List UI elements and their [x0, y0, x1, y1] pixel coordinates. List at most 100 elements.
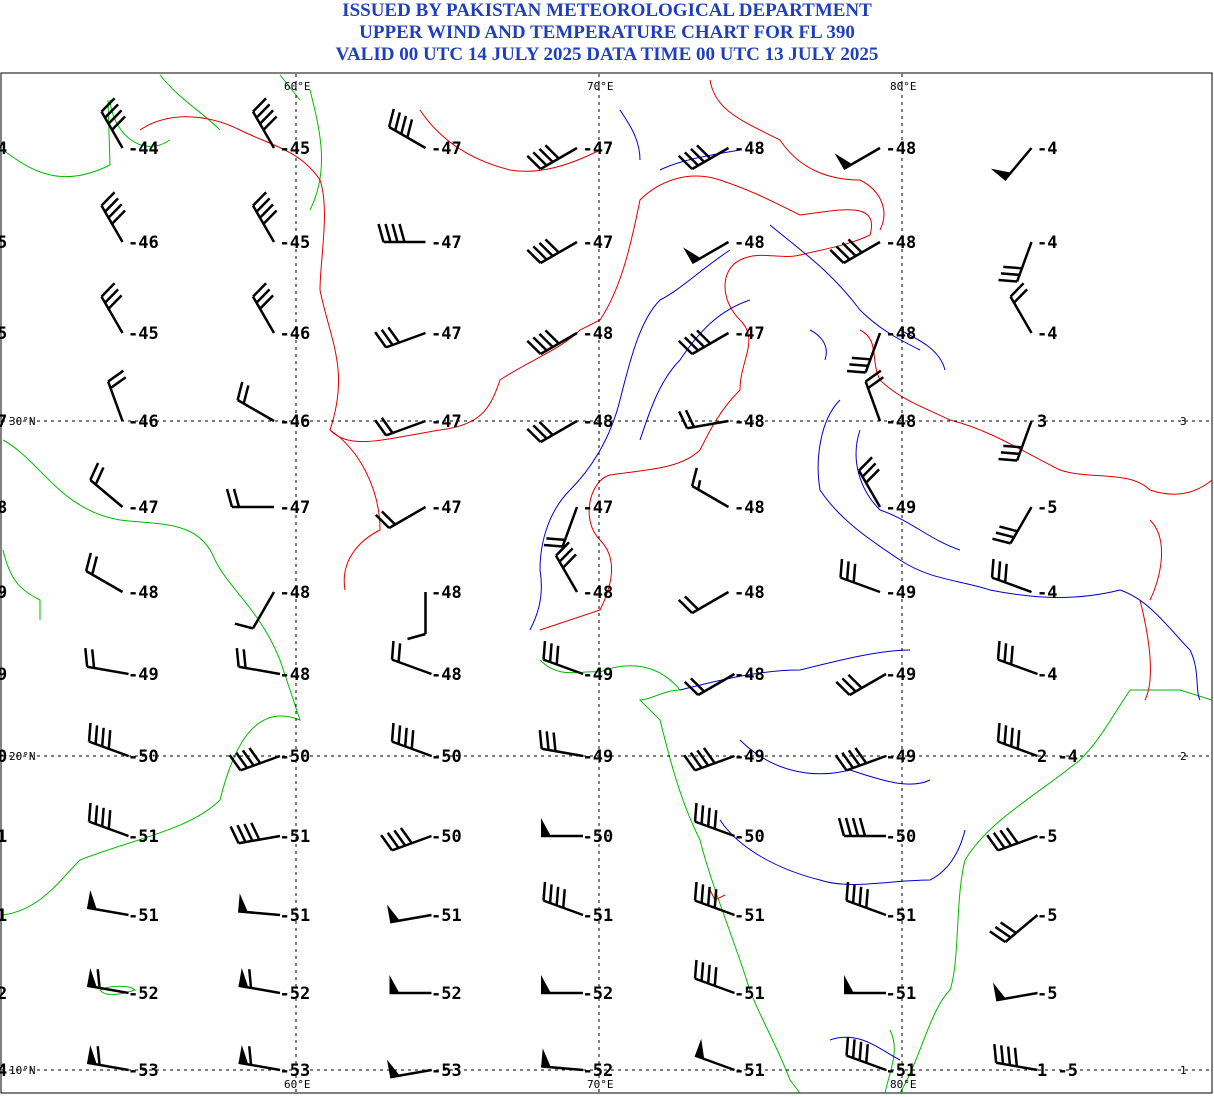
- temperature-label: -51: [734, 1061, 765, 1081]
- temperature-label: -5: [1037, 827, 1057, 847]
- lat-label: 10°N: [9, 1064, 36, 1077]
- temperature-label: -51: [128, 906, 159, 926]
- wind-barb-icon: [106, 369, 127, 422]
- temperature-label: -48: [886, 324, 917, 344]
- temperature-label: -47: [280, 498, 311, 518]
- lat-label-right: 2: [1180, 750, 1187, 763]
- temperature-label: -49: [886, 583, 917, 603]
- station-plot: -50: [280, 722, 432, 767]
- wind-barb-icon: [526, 419, 578, 444]
- temperature-label: -4: [1037, 665, 1057, 685]
- temperature-label: -54: [0, 1061, 7, 1081]
- temperature-label: -44: [128, 139, 159, 159]
- temperature-label: -4: [1037, 324, 1057, 344]
- wind-barb-icon: [87, 802, 129, 838]
- temperature-label: -50: [583, 827, 614, 847]
- wind-barb-icon: [846, 332, 882, 374]
- temperature-label: -47: [431, 324, 462, 344]
- wind-barb-icon: [238, 893, 281, 917]
- station-plot: -45: [0, 191, 126, 253]
- station-plot: -4: [1037, 233, 1057, 253]
- station-plot: -51: [280, 904, 432, 926]
- wind-barb-icon: [844, 975, 886, 995]
- temperature-label: -51: [0, 906, 7, 926]
- station-plot: 2 -4: [1037, 747, 1078, 767]
- chart-header: ISSUED BY PAKISTAN METEOROLOGICAL DEPART…: [0, 0, 1214, 66]
- station-plot: -51: [280, 827, 432, 852]
- station-plot: -48: [734, 456, 882, 518]
- temperature-label: -4: [1037, 139, 1057, 159]
- temperature-label: -48: [734, 412, 765, 432]
- station-plot: -47: [128, 488, 274, 518]
- station-plot: -51: [0, 802, 129, 847]
- wind-barb-icon: [236, 381, 275, 423]
- temperature-label: -51: [280, 906, 311, 926]
- wind-barb-icon: [238, 1044, 281, 1072]
- lat-label-right: 1: [1180, 1064, 1187, 1077]
- wind-barb-icon: [387, 108, 427, 150]
- temperature-label: -51: [583, 906, 614, 926]
- station-plot: -51: [0, 889, 129, 926]
- temperature-label: -49: [583, 665, 614, 685]
- station-plot: -53: [280, 1059, 432, 1081]
- station-plot: -49: [128, 647, 281, 685]
- wind-barb-icon: [407, 592, 427, 641]
- station-plot: -4: [1037, 665, 1057, 685]
- wind-barb-icon: [864, 369, 884, 422]
- wind-barb-icon: [683, 672, 736, 697]
- lon-label-bottom: 80°E: [890, 1078, 917, 1091]
- wind-barb-icon: [835, 672, 887, 697]
- wind-barb-icon: [374, 326, 426, 349]
- temperature-label: -47: [0, 412, 7, 432]
- station-plot: -51: [128, 893, 281, 926]
- temperature-label: -46: [280, 324, 311, 344]
- station-plot: -51: [734, 1036, 887, 1081]
- wind-barb-icon: [554, 541, 579, 593]
- wind-barb-icon: [251, 282, 276, 334]
- temperature-label: 3: [1037, 412, 1047, 432]
- wind-barb-icon: [390, 640, 432, 676]
- temperature-label: -48: [583, 583, 614, 603]
- station-plot: -47: [0, 369, 127, 432]
- temperature-label: -45: [0, 233, 7, 253]
- wind-barb-icon: [380, 827, 432, 852]
- station-plot: -48: [583, 583, 730, 615]
- temperature-label: -52: [0, 984, 7, 1004]
- temperature-label: -52: [431, 984, 462, 1004]
- station-plot: -48: [734, 233, 881, 265]
- wind-barb-icon: [690, 467, 730, 509]
- wind-barb-icon: [996, 722, 1038, 758]
- temperature-label: -48: [0, 498, 7, 518]
- wind-barb-icon: [100, 282, 124, 334]
- station-plot: -49: [886, 498, 1033, 545]
- wind-barb-icon: [374, 505, 427, 530]
- station-plot: -46: [128, 191, 278, 253]
- wind-barb-icon: [543, 506, 579, 548]
- temperature-label: -52: [128, 984, 159, 1004]
- wind-barb-icon: [845, 881, 887, 917]
- temperature-label: -47: [583, 233, 614, 253]
- wind-barb-icon: [234, 591, 276, 630]
- station-plot: -52: [431, 975, 583, 1004]
- temperature-label: -47: [431, 498, 462, 518]
- map-frame: [0, 72, 1213, 1094]
- station-plot: -45: [280, 108, 427, 159]
- station-plot: -48: [886, 412, 1033, 462]
- station-plot: -49: [886, 640, 1038, 685]
- lon-label-top: 60°E: [284, 80, 311, 93]
- lon-label-top: 80°E: [890, 80, 917, 93]
- station-plot: -44: [128, 97, 278, 159]
- wind-barb-icon: [677, 590, 730, 615]
- station-plot: -51: [128, 822, 281, 847]
- station-plot: -50: [886, 827, 1038, 852]
- wind-barb-icon: [387, 904, 432, 924]
- temperature-label: -49: [128, 665, 159, 685]
- temperature-label: -47: [431, 233, 462, 253]
- temperature-label: -48: [583, 324, 614, 344]
- temperature-label: -4: [1037, 233, 1057, 253]
- lon-label-bottom: 60°E: [284, 1078, 311, 1091]
- wind-barb-icon: [251, 191, 278, 243]
- wind-barb-icon: [837, 817, 886, 838]
- graticule: [2, 74, 1211, 1092]
